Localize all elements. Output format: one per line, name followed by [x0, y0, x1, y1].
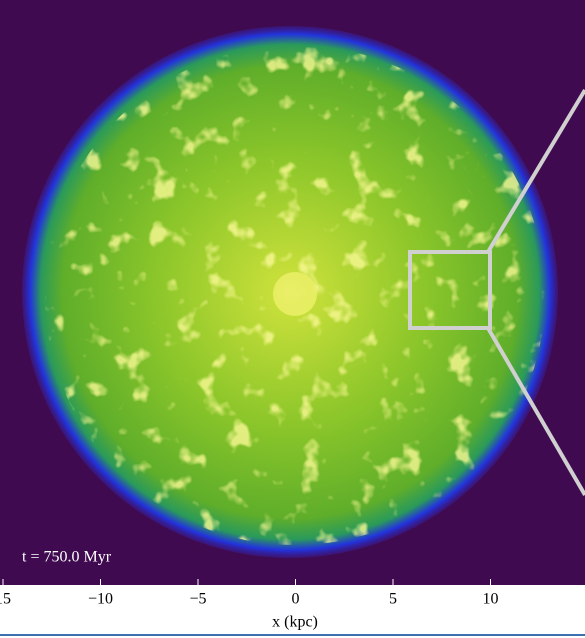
- figure: t = 750.0 Myr x (kpc) 15−10−505101: [0, 0, 585, 638]
- x-tick-label: −10: [88, 591, 113, 608]
- galaxy-bulge: [273, 272, 317, 316]
- x-axis-label: x (kpc): [272, 614, 318, 631]
- x-tick-label: 15: [0, 591, 11, 608]
- x-tick-label: 10: [483, 591, 499, 608]
- x-tick-label: 5: [389, 591, 397, 608]
- x-tick-label: 0: [292, 591, 300, 608]
- x-tick-label: −5: [189, 591, 206, 608]
- time-annotation: t = 750.0 Myr: [22, 549, 112, 566]
